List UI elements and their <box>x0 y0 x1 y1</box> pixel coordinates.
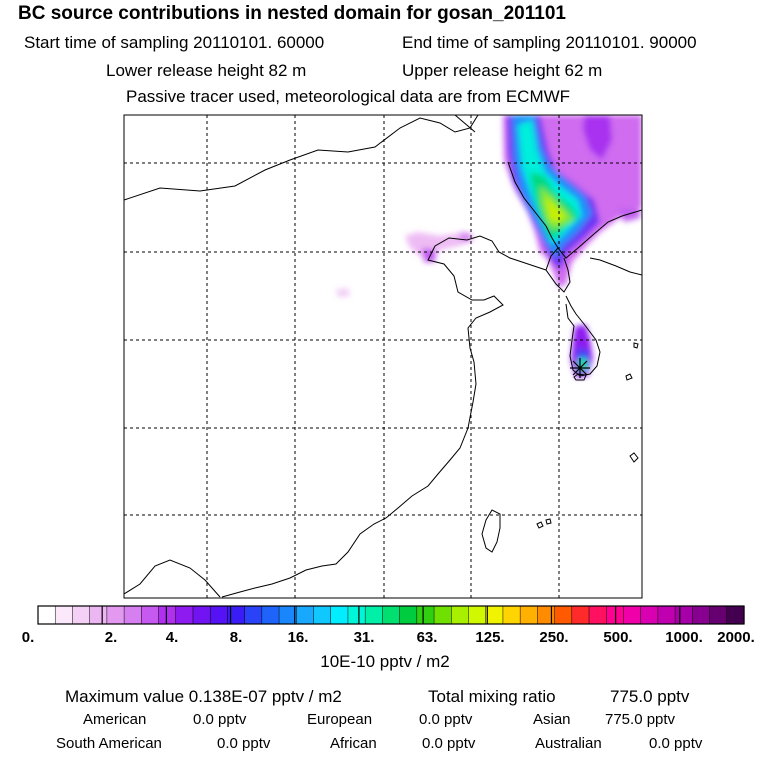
european-label: European <box>307 711 373 728</box>
colorbar-swatch <box>106 606 125 624</box>
grid-lines <box>124 115 642 598</box>
colorbar-swatch <box>468 606 487 624</box>
tracer-note: Passive tracer used, meteorological data… <box>126 87 571 106</box>
colorbar-swatch <box>589 606 607 624</box>
american-label: American <box>83 711 147 728</box>
colorbar-swatch <box>416 606 435 624</box>
asian-label: Asian <box>533 711 571 728</box>
colorbar-label-11: 2000. <box>717 629 755 646</box>
colorbar-swatch <box>502 606 521 624</box>
colorbar-swatch <box>623 606 642 624</box>
colorbar-swatch <box>382 606 401 624</box>
colorbar-swatch <box>279 606 297 624</box>
coastlines <box>124 115 642 598</box>
tracer-plume <box>336 115 642 378</box>
colorbar-swatch <box>640 606 659 624</box>
colorbar-swatch <box>709 606 728 624</box>
american-value: 0.0 pptv <box>193 711 247 728</box>
colorbar-swatch <box>261 606 280 624</box>
colorbar-swatch <box>210 606 229 624</box>
colorbar-frame <box>37 605 745 625</box>
colorbar-units: 10E-10 pptv / m2 <box>320 652 450 671</box>
colorbar-swatch <box>124 606 142 624</box>
lower-release-height-label: Lower release height 82 m <box>106 61 307 80</box>
colorbar-label-10: 1000. <box>665 629 703 646</box>
colorbar-swatch <box>347 606 366 624</box>
colorbar-swatch <box>537 606 556 624</box>
asian-value: 775.0 pptv <box>605 711 676 728</box>
colorbar-swatch <box>692 606 711 624</box>
start-time-label: Start time of sampling 20110101. 60000 <box>24 33 325 52</box>
colorbar-label-5: 31. <box>353 629 375 646</box>
colorbar <box>38 606 745 624</box>
colorbar-swatch <box>675 606 693 624</box>
colorbar-swatch <box>571 606 590 624</box>
colorbar-swatch <box>485 606 504 624</box>
colorbar-swatch <box>520 606 538 624</box>
map-panel <box>124 115 642 598</box>
colorbar-swatch <box>365 606 383 624</box>
colorbar-swatch <box>55 606 74 624</box>
colorbar-swatch <box>451 606 470 624</box>
receptor-marker-icon <box>570 358 590 378</box>
australian-label: Australian <box>535 735 602 752</box>
colorbar-swatch <box>726 606 745 624</box>
colorbar-label-7: 125. <box>475 629 505 646</box>
colorbar-swatch <box>72 606 91 624</box>
end-time-label: End time of sampling 20110101. 90000 <box>402 33 697 52</box>
colorbar-swatch <box>141 606 160 624</box>
colorbar-label-4: 16. <box>287 629 309 646</box>
colorbar-swatch <box>296 606 315 624</box>
colorbar-swatch <box>434 606 452 624</box>
colorbar-swatch <box>227 606 246 624</box>
colorbar-swatch <box>175 606 194 624</box>
colorbar-swatch <box>158 606 177 624</box>
colorbar-major-ticks <box>101 606 681 624</box>
south-american-value: 0.0 pptv <box>217 735 271 752</box>
european-value: 0.0 pptv <box>419 711 473 728</box>
colorbar-label-8: 250. <box>539 629 569 646</box>
colorbar-swatch <box>313 606 332 624</box>
colorbar-label-3: 8. <box>229 629 243 646</box>
colorbar-swatch <box>89 606 108 624</box>
total-mixing-ratio-value: 775.0 pptv <box>610 687 690 706</box>
colorbar-swatch <box>244 606 263 624</box>
south-american-label: South American <box>56 735 162 752</box>
colorbar-label-1: 2. <box>104 629 118 646</box>
african-label: African <box>330 735 377 752</box>
colorbar-swatch <box>554 606 573 624</box>
colorbar-label-9: 500. <box>603 629 633 646</box>
colorbar-label-0: 0. <box>21 629 35 646</box>
maximum-value: Maximum value 0.138E-07 pptv / m2 <box>65 687 342 706</box>
african-value: 0.0 pptv <box>422 735 476 752</box>
plot-title: BC source contributions in nested domain… <box>18 3 566 24</box>
colorbar-swatch <box>657 606 676 624</box>
colorbar-swatch <box>38 606 56 624</box>
colorbar-swatch <box>192 606 211 624</box>
colorbar-swatch <box>330 606 349 624</box>
australian-value: 0.0 pptv <box>649 735 703 752</box>
colorbar-label-2: 4. <box>165 629 179 646</box>
map-frame <box>123 114 643 599</box>
upper-release-height-label: Upper release height 62 m <box>402 61 603 80</box>
colorbar-swatch <box>399 606 418 624</box>
total-mixing-ratio-label: Total mixing ratio <box>428 687 556 706</box>
colorbar-label-6: 63. <box>416 629 438 646</box>
